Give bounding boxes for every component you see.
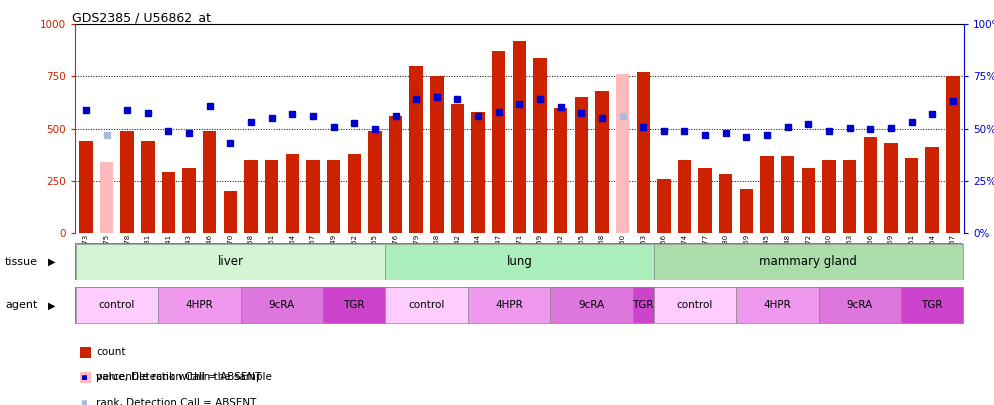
Bar: [946, 77, 959, 233]
FancyBboxPatch shape: [737, 288, 819, 323]
Text: TGR: TGR: [632, 301, 654, 310]
Text: liver: liver: [218, 255, 244, 268]
Bar: [534, 58, 547, 233]
Text: lung: lung: [506, 255, 533, 268]
FancyBboxPatch shape: [241, 288, 323, 323]
Text: control: control: [409, 301, 444, 310]
Bar: [410, 66, 422, 233]
Bar: [99, 162, 113, 233]
Bar: [925, 147, 939, 233]
Bar: [327, 160, 340, 233]
Text: tissue: tissue: [5, 257, 38, 266]
Bar: [885, 143, 898, 233]
Text: ▶: ▶: [48, 301, 56, 310]
Text: 9cRA: 9cRA: [268, 301, 295, 310]
Text: count: count: [96, 347, 126, 357]
FancyBboxPatch shape: [76, 288, 158, 323]
Text: percentile rank within the sample: percentile rank within the sample: [96, 373, 272, 382]
Bar: [657, 179, 671, 233]
FancyBboxPatch shape: [902, 288, 963, 323]
Bar: [120, 131, 134, 233]
Text: TGR: TGR: [344, 301, 365, 310]
Text: rank, Detection Call = ABSENT: rank, Detection Call = ABSENT: [96, 398, 256, 405]
Bar: [183, 168, 196, 233]
FancyBboxPatch shape: [76, 244, 386, 279]
Bar: [450, 104, 464, 233]
Bar: [781, 156, 794, 233]
Bar: [80, 141, 92, 233]
Bar: [554, 108, 568, 233]
Bar: [513, 41, 526, 233]
Bar: [285, 153, 299, 233]
Bar: [224, 191, 238, 233]
Bar: [162, 173, 175, 233]
Text: ■: ■: [82, 398, 86, 405]
Bar: [699, 168, 712, 233]
FancyBboxPatch shape: [653, 288, 737, 323]
Bar: [616, 75, 629, 233]
Bar: [801, 168, 815, 233]
Bar: [760, 156, 773, 233]
Bar: [306, 160, 320, 233]
Bar: [389, 116, 403, 233]
Bar: [636, 72, 650, 233]
Bar: [348, 153, 361, 233]
Text: 9cRA: 9cRA: [847, 301, 873, 310]
Bar: [492, 51, 505, 233]
FancyBboxPatch shape: [819, 288, 902, 323]
Text: agent: agent: [5, 301, 38, 310]
FancyBboxPatch shape: [386, 244, 653, 279]
Bar: [368, 131, 382, 233]
FancyBboxPatch shape: [551, 288, 633, 323]
FancyBboxPatch shape: [75, 243, 962, 280]
Text: mammary gland: mammary gland: [759, 255, 857, 268]
Bar: [678, 160, 691, 233]
Bar: [719, 175, 733, 233]
Text: GDS2385 / U56862_at: GDS2385 / U56862_at: [72, 11, 211, 24]
Text: ■: ■: [82, 373, 86, 382]
Bar: [905, 158, 918, 233]
Text: control: control: [98, 301, 135, 310]
Bar: [864, 137, 877, 233]
FancyBboxPatch shape: [633, 288, 653, 323]
FancyBboxPatch shape: [468, 288, 551, 323]
Bar: [265, 160, 278, 233]
FancyBboxPatch shape: [386, 288, 468, 323]
Bar: [245, 160, 257, 233]
Text: 4HPR: 4HPR: [763, 301, 791, 310]
Bar: [471, 112, 485, 233]
FancyBboxPatch shape: [323, 288, 386, 323]
Text: TGR: TGR: [921, 301, 943, 310]
Bar: [575, 97, 588, 233]
Bar: [822, 160, 836, 233]
FancyBboxPatch shape: [653, 244, 963, 279]
Text: 4HPR: 4HPR: [495, 301, 523, 310]
Bar: [595, 91, 608, 233]
Bar: [203, 131, 217, 233]
Bar: [740, 189, 753, 233]
Text: value, Detection Call = ABSENT: value, Detection Call = ABSENT: [96, 373, 261, 382]
Bar: [141, 141, 154, 233]
Text: control: control: [677, 301, 713, 310]
FancyBboxPatch shape: [158, 288, 241, 323]
Bar: [430, 77, 443, 233]
FancyBboxPatch shape: [75, 287, 962, 324]
Bar: [843, 160, 856, 233]
Text: 9cRA: 9cRA: [579, 301, 604, 310]
Text: 4HPR: 4HPR: [186, 301, 214, 310]
Text: ▶: ▶: [48, 257, 56, 266]
